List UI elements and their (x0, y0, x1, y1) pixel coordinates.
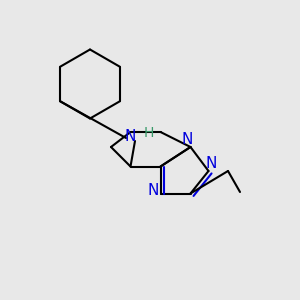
Text: N: N (147, 183, 159, 198)
Text: N: N (206, 156, 217, 171)
Text: H: H (143, 127, 154, 140)
Text: N: N (125, 129, 136, 144)
Text: N: N (182, 132, 193, 147)
